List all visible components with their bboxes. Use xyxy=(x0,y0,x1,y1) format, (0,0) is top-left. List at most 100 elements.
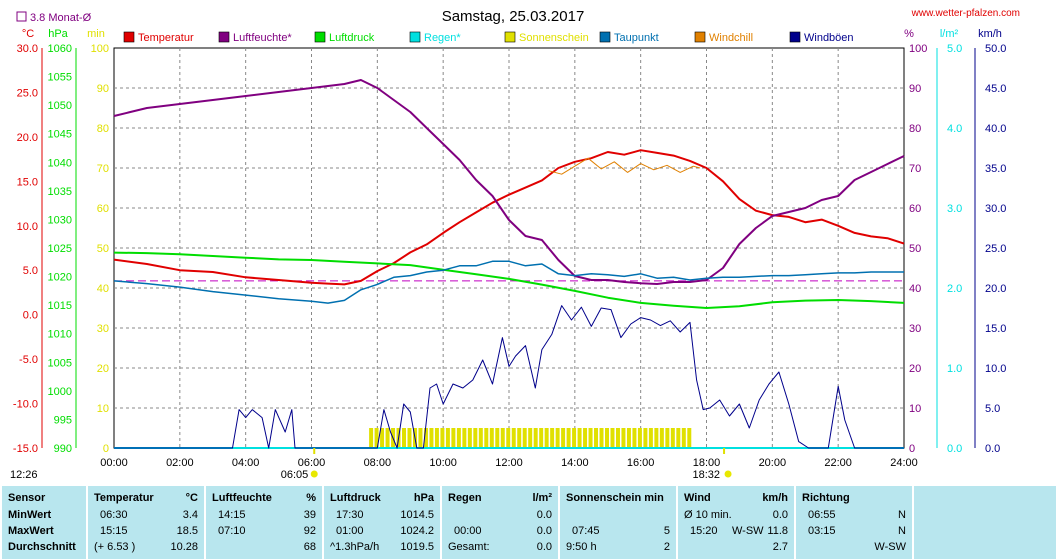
sunshine-bar xyxy=(500,428,505,448)
sunshine-bar xyxy=(670,428,675,448)
sunshine-max-value: 5 xyxy=(663,525,670,537)
sunrise-icon xyxy=(310,470,318,478)
humidity-min-time: 14:15 xyxy=(218,509,246,521)
pressure-max-time: 01:00 xyxy=(336,525,364,537)
sunshine-bar xyxy=(566,428,571,448)
direction-min-time: 06:55 xyxy=(808,509,836,521)
rain-max-time: 00:00 xyxy=(454,525,482,537)
humidity-line xyxy=(113,79,905,285)
sunshine-axis-tick: 50 xyxy=(97,243,109,255)
pressure-avg-value: 1019.5 xyxy=(400,541,434,553)
humidity-header: Luftfeuchte xyxy=(212,492,272,504)
row-label-sensor: Sensor xyxy=(8,492,46,504)
temperature-axis-tick: 15.0 xyxy=(17,176,38,188)
sunshine-axis-tick: 0 xyxy=(103,443,109,455)
rain-axis-tick: 2.0 xyxy=(947,283,962,295)
humidity-axis-tick: 40 xyxy=(909,283,921,295)
rain-axis-tick: 5.0 xyxy=(947,43,962,55)
sunshine-bar xyxy=(577,428,582,448)
temperature-line xyxy=(113,149,905,286)
sunshine-bar xyxy=(473,428,478,448)
x-tick-label: 12:00 xyxy=(495,457,523,469)
legend-swatch xyxy=(504,31,516,43)
humidity-column: Luftfeuchte % 14:15 39 07:10 92 68 xyxy=(206,486,322,559)
humidity-axis-tick: 60 xyxy=(909,203,921,215)
wind-axis-tick: 40.0 xyxy=(985,123,1006,135)
pressure-max-value: 1024.2 xyxy=(400,525,434,537)
direction-max-time: 03:15 xyxy=(808,525,836,537)
dewpoint-line xyxy=(113,260,904,304)
wind-gust-line xyxy=(114,305,904,449)
sunshine-bar xyxy=(648,428,653,448)
humidity-axis-tick: 0 xyxy=(909,443,915,455)
rain-total-value: 0.0 xyxy=(536,541,552,553)
rain-unit: l/m² xyxy=(940,28,959,40)
sunshine-axis-tick: 100 xyxy=(91,43,109,55)
rain-axis-tick: 3.0 xyxy=(947,203,962,215)
rain-axis-tick: 1.0 xyxy=(947,363,962,375)
legend-label: Windböen xyxy=(804,32,854,44)
legend-swatch xyxy=(314,31,326,43)
sunshine-bar xyxy=(495,428,500,448)
sunshine-bar xyxy=(456,428,461,448)
sunshine-bar xyxy=(374,428,379,448)
humidity-axis-tick: 90 xyxy=(909,83,921,95)
sunshine-bar xyxy=(462,428,467,448)
temperature-avg-note: (+ 6.53 ) xyxy=(94,541,136,553)
pressure-avg-note: ^1.3hPa/h xyxy=(330,541,380,553)
temperature-unit: °C xyxy=(22,28,34,40)
humidity-max-time: 07:10 xyxy=(218,525,246,537)
wind-axis-tick: 15.0 xyxy=(985,323,1006,335)
pressure-axis-tick: 1045 xyxy=(48,129,72,141)
pressure-axis-tick: 995 xyxy=(54,414,72,426)
sunshine-bar xyxy=(484,428,489,448)
sunshine-bar xyxy=(533,428,538,448)
sunshine-bar xyxy=(659,428,664,448)
summary-table: Sensor MinWert MaxWert Durchschnitt Temp… xyxy=(0,486,1058,559)
pressure-axis-tick: 1055 xyxy=(48,72,72,84)
temperature-max-time: 15:15 xyxy=(100,525,128,537)
temperature-axis-tick: 30.0 xyxy=(17,43,38,55)
x-tick-label: 02:00 xyxy=(166,457,194,469)
temperature-axis-tick: -10.0 xyxy=(13,399,38,411)
row-label-max: MaxWert xyxy=(8,525,54,537)
wind-axis-tick: 5.0 xyxy=(985,403,1000,415)
humidity-max-value: 92 xyxy=(303,525,316,537)
sunshine-bar xyxy=(539,428,544,448)
humidity-axis-tick: 80 xyxy=(909,123,921,135)
sunshine-bar xyxy=(643,428,648,448)
pressure-axis-tick: 1000 xyxy=(48,386,72,398)
x-tick-label: 08:00 xyxy=(364,457,392,469)
sunshine-axis-tick: 20 xyxy=(97,363,109,375)
legend-label: Sonnenschein xyxy=(519,32,589,44)
chart-title: Samstag, 25.03.2017 xyxy=(442,8,585,25)
pressure-min-value: 1014.5 xyxy=(400,509,434,521)
legend-label: Regen* xyxy=(424,32,461,44)
sunshine-avg-value: 2 xyxy=(663,541,670,553)
direction-column: Richtung 06:55 N 03:15 N W-SW xyxy=(796,486,912,559)
sunshine-column: Sonnenschein min 07:45 5 9:50 h 2 xyxy=(560,486,676,559)
row-label-min: MinWert xyxy=(8,509,52,521)
sunshine-bar xyxy=(517,428,522,448)
pressure-axis-tick: 1040 xyxy=(48,157,72,169)
humidity-axis-tick: 100 xyxy=(909,43,927,55)
wind-axis-tick: 30.0 xyxy=(985,203,1006,215)
sunshine-axis-tick: 80 xyxy=(97,123,109,135)
humidity-axis-tick: 10 xyxy=(909,403,921,415)
temperature-min-value: 3.4 xyxy=(182,509,198,521)
sunshine-bar xyxy=(402,428,407,448)
legend-label: Luftfeuchte* xyxy=(233,32,292,44)
legend-swatch xyxy=(218,31,230,43)
legend-label: Luftdruck xyxy=(329,32,375,44)
moon-icon xyxy=(38,471,46,479)
temperature-axis-tick: 10.0 xyxy=(17,221,38,233)
rain-column: Regen l/m² 0.0 00:00 0.0 Gesamt: 0.0 xyxy=(442,486,558,559)
sunshine-bar xyxy=(626,428,631,448)
rain-max-value: 0.0 xyxy=(536,525,552,537)
temperature-axis-tick: 20.0 xyxy=(17,132,38,144)
sunshine-bar xyxy=(583,428,588,448)
legend-swatch xyxy=(599,31,611,43)
sunshine-bar xyxy=(489,428,494,448)
humidity-unit: % xyxy=(904,28,914,40)
sunshine-bar xyxy=(511,428,516,448)
